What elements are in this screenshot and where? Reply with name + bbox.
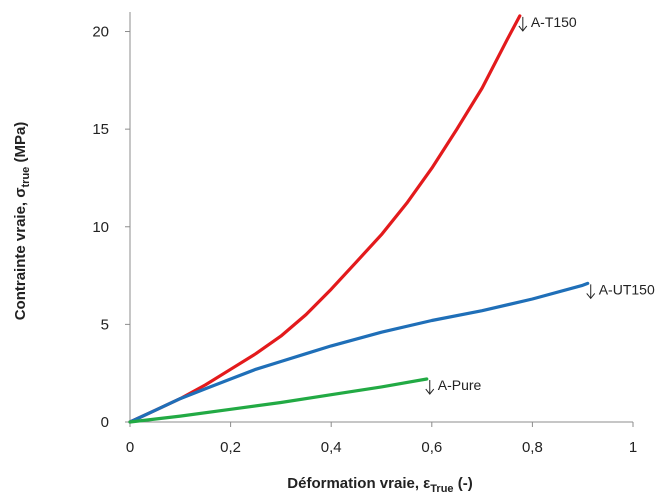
series-label-a-t150: A-T150 [531,14,577,30]
break-arrow-a-t150 [518,16,528,32]
break-arrow-a-pure [425,380,435,395]
series-line-a-pure [128,377,429,424]
x-tick-label: 0,4 [321,439,342,456]
x-tick-label: 0,8 [522,439,543,456]
x-axis-title: Déformation vraie, εTrue (-) [287,475,472,495]
series-labels: A-T150 A-UT150 A-Pure [425,14,655,395]
series-layer [128,14,590,424]
y-tick-label: 0 [101,414,109,431]
x-tick-label: 1 [629,439,637,456]
y-tick-label: 15 [92,121,109,138]
series-label-a-pure: A-Pure [438,377,482,393]
break-arrow-a-ut150 [586,284,596,300]
y-tick-label: 10 [92,219,109,236]
series-line-a-t150 [128,14,522,424]
series-line-a-ut150 [128,281,590,424]
y-axis-title: Contrainte vraie, σtrue (MPa) [12,122,32,321]
x-tick-label: 0,2 [220,439,241,456]
x-tick-label: 0 [126,439,134,456]
y-tick-label: 5 [101,316,109,333]
x-tick-label: 0,6 [421,439,442,456]
series-label-a-ut150: A-UT150 [599,281,655,297]
y-tick-label: 20 [92,24,109,41]
